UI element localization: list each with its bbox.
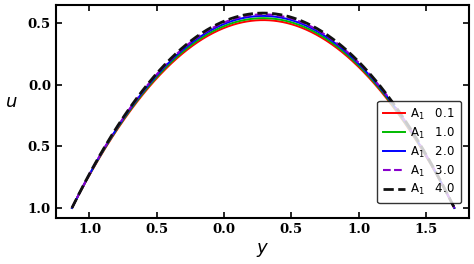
X-axis label: $y$: $y$ [256,241,269,259]
Legend: A$_1$   0.1, A$_1$   1.0, A$_1$   2.0, A$_1$   3.0, A$_1$   4.0: A$_1$ 0.1, A$_1$ 1.0, A$_1$ 2.0, A$_1$ 3… [377,101,461,203]
Y-axis label: $u$: $u$ [5,93,18,111]
